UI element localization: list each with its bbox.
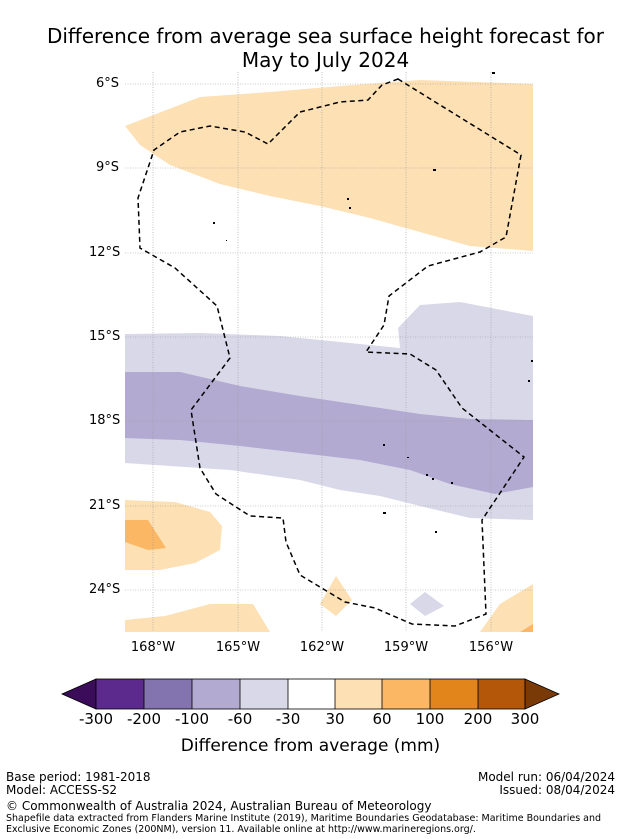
eez-boundary xyxy=(137,78,526,627)
lon-label-168w: 168°W xyxy=(130,640,176,655)
colorbar-min-arrow xyxy=(61,678,97,710)
lat-label-24s: 24°S xyxy=(89,582,121,597)
lat-label-18s: 18°S xyxy=(89,413,121,428)
colorbar xyxy=(61,678,560,710)
colorbar-label: -100 xyxy=(174,710,210,728)
colorbar-swatch-6 xyxy=(335,679,382,709)
issued-date: Issued: 08/04/2024 xyxy=(499,783,615,797)
lon-label-165w: 165°W xyxy=(215,640,261,655)
colorbar-title: Difference from average (mm) xyxy=(180,736,441,756)
title-line-1: Difference from average sea surface heig… xyxy=(46,24,605,48)
colorbar-swatch-7 xyxy=(382,679,430,709)
positive-anomaly-southwest xyxy=(125,500,222,570)
title-line-2: May to July 2024 xyxy=(241,48,410,72)
positive-anomaly-southeast xyxy=(480,584,533,632)
colorbar-swatch-8 xyxy=(430,679,478,709)
positive-anomaly-southwest-strong xyxy=(125,520,166,550)
gridlines xyxy=(125,72,533,632)
colorbar-label: 30 xyxy=(325,710,345,728)
source-line-1: Shapefile data extracted from Flanders M… xyxy=(6,813,602,824)
colorbar-label: 300 xyxy=(510,710,540,728)
colorbar-label: -200 xyxy=(126,710,162,728)
lat-label-12s: 12°S xyxy=(89,245,121,260)
colorbar-swatch-4 xyxy=(240,679,288,709)
colorbar-swatch-9 xyxy=(478,679,525,709)
colorbar-label: 100 xyxy=(415,710,445,728)
islands xyxy=(213,72,533,533)
lon-label-162w: 162°W xyxy=(299,640,345,655)
negative-anomaly-patch xyxy=(410,592,444,616)
colorbar-swatch-5 xyxy=(288,679,335,709)
copyright: © Commonwealth of Australia 2024, Austra… xyxy=(6,799,432,813)
negative-anomaly-inner xyxy=(125,372,533,494)
positive-anomaly-southeast-strong xyxy=(520,624,533,632)
lat-label-9s: 9°S xyxy=(96,160,120,175)
colorbar-swatch-3 xyxy=(192,679,240,709)
lat-label-21s: 21°S xyxy=(89,498,121,513)
positive-anomaly-islet xyxy=(320,576,352,616)
colorbar-label: -60 xyxy=(227,710,253,728)
colorbar-label: -30 xyxy=(275,710,301,728)
map-title: Difference from average sea surface heig… xyxy=(0,24,621,72)
lat-label-15s: 15°S xyxy=(89,329,121,344)
colorbar-swatch-1 xyxy=(96,679,144,709)
model-run: Model run: 06/04/2024 xyxy=(477,770,615,784)
lon-label-156w: 156°W xyxy=(468,640,514,655)
colorbar-max-arrow xyxy=(524,678,560,710)
positive-anomaly-north xyxy=(125,80,533,251)
map-plot-area xyxy=(125,72,533,632)
source-line-2: Exclusive Economic Zones (200NM), versio… xyxy=(6,824,476,835)
colorbar-swatch-2 xyxy=(144,679,192,709)
colorbar-label: -300 xyxy=(78,710,114,728)
model-name: Model: ACCESS-S2 xyxy=(6,783,118,797)
colorbar-label: 60 xyxy=(372,710,392,728)
lat-label-6s: 6°S xyxy=(96,76,120,91)
lon-label-159w: 159°W xyxy=(383,640,429,655)
base-period: Base period: 1981-2018 xyxy=(6,770,151,784)
positive-anomaly-south xyxy=(125,604,270,632)
colorbar-label: 200 xyxy=(463,710,493,728)
